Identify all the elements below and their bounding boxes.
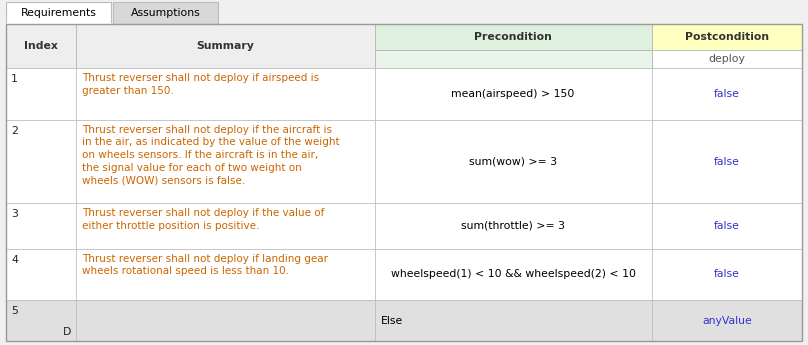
Bar — [375, 68, 651, 120]
Text: sum(wow) >= 3: sum(wow) >= 3 — [469, 157, 557, 167]
Text: Requirements: Requirements — [20, 8, 96, 18]
Text: Index: Index — [24, 41, 58, 51]
Bar — [6, 2, 111, 24]
Bar — [651, 120, 802, 204]
Bar — [651, 300, 802, 341]
Bar — [76, 300, 375, 341]
Bar — [375, 204, 651, 248]
Text: mean(airspeed) > 150: mean(airspeed) > 150 — [452, 89, 574, 99]
Bar — [76, 68, 375, 120]
Text: Postcondition: Postcondition — [684, 32, 769, 42]
Text: 4: 4 — [11, 255, 18, 265]
Bar — [6, 204, 76, 248]
Bar — [651, 68, 802, 120]
Text: Precondition: Precondition — [474, 32, 552, 42]
Bar — [375, 120, 651, 204]
Text: false: false — [713, 89, 739, 99]
Text: Thrust reverser shall not deploy if landing gear
wheels rotational speed is less: Thrust reverser shall not deploy if land… — [82, 254, 328, 276]
Text: anyValue: anyValue — [702, 316, 751, 326]
Bar — [651, 248, 802, 300]
Text: Thrust reverser shall not deploy if the aircraft is
in the air, as indicated by : Thrust reverser shall not deploy if the … — [82, 125, 339, 186]
Bar — [113, 2, 218, 24]
Bar — [6, 248, 76, 300]
Text: 5: 5 — [11, 306, 18, 316]
Bar — [375, 248, 651, 300]
Text: Thrust reverser shall not deploy if the value of
either throttle position is pos: Thrust reverser shall not deploy if the … — [82, 208, 325, 231]
Bar — [651, 204, 802, 248]
Text: 2: 2 — [11, 126, 18, 136]
Text: 3: 3 — [11, 209, 18, 219]
Bar — [76, 248, 375, 300]
Bar — [375, 24, 651, 50]
Bar — [6, 120, 76, 204]
Bar — [76, 120, 375, 204]
Text: false: false — [713, 269, 739, 279]
Text: Else: Else — [381, 316, 403, 326]
Bar — [6, 300, 76, 341]
Text: Summary: Summary — [196, 41, 255, 51]
Bar — [76, 24, 375, 68]
Text: Thrust reverser shall not deploy if airspeed is
greater than 150.: Thrust reverser shall not deploy if airs… — [82, 73, 319, 96]
Bar — [375, 300, 651, 341]
Bar — [375, 50, 651, 68]
Text: D: D — [63, 327, 71, 337]
Text: wheelspeed(1) < 10 && wheelspeed(2) < 10: wheelspeed(1) < 10 && wheelspeed(2) < 10 — [390, 269, 636, 279]
Text: Assumptions: Assumptions — [131, 8, 200, 18]
Text: sum(throttle) >= 3: sum(throttle) >= 3 — [461, 221, 565, 231]
Text: 1: 1 — [11, 74, 18, 84]
Text: false: false — [713, 221, 739, 231]
Bar — [6, 24, 76, 68]
Bar — [6, 68, 76, 120]
Bar — [651, 50, 802, 68]
Text: false: false — [713, 157, 739, 167]
Bar — [76, 204, 375, 248]
Text: deploy: deploy — [709, 54, 745, 64]
Bar — [651, 24, 802, 50]
